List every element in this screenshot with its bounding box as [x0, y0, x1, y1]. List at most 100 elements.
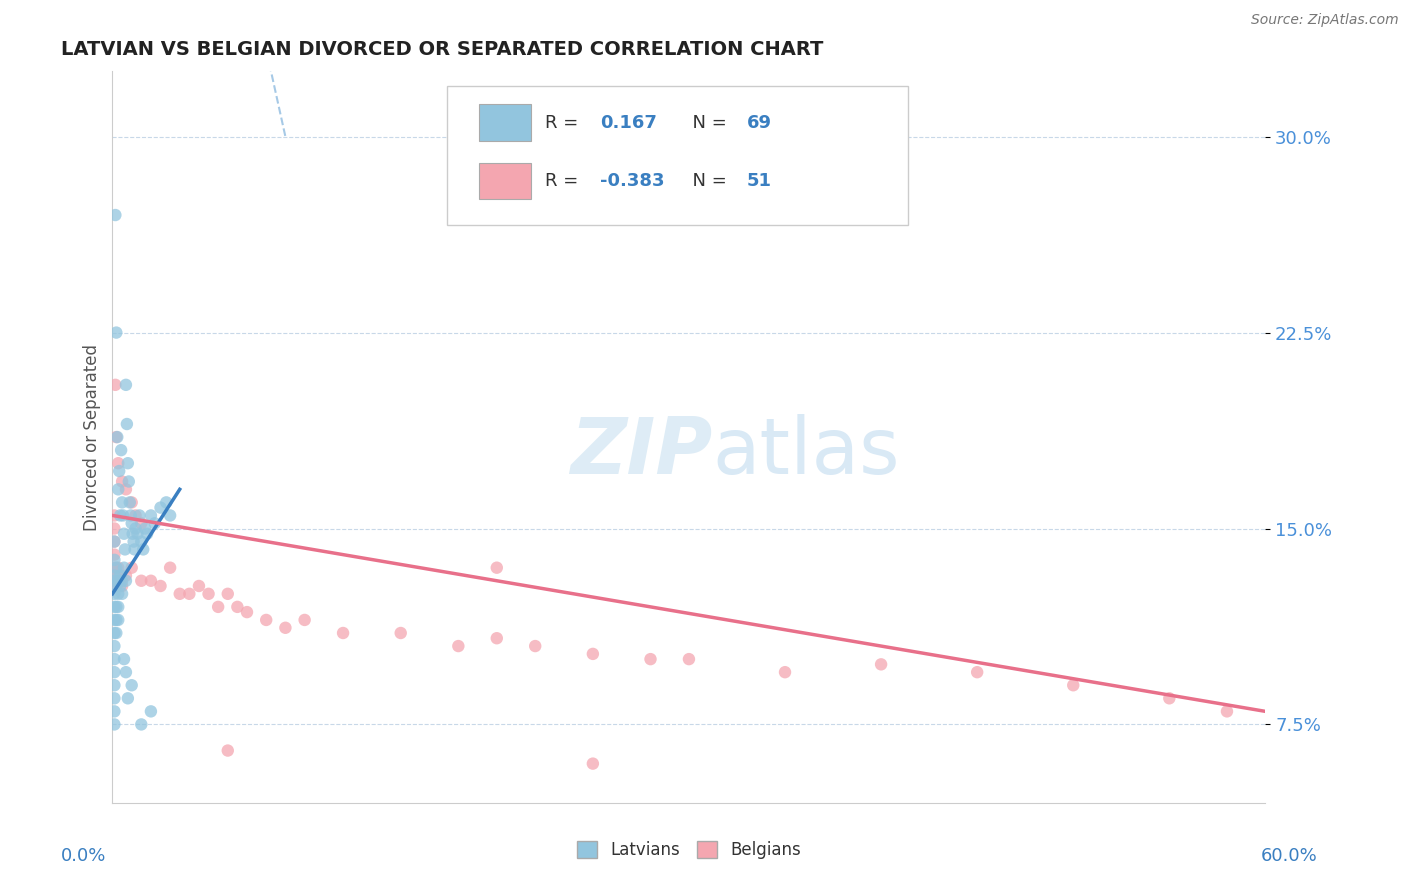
Text: ZIP: ZIP [569, 414, 711, 490]
Point [127, 526, 149, 541]
Point [139, 508, 162, 523]
Point [115, 377, 138, 392]
Point [294, 613, 316, 627]
Point [129, 534, 153, 549]
Point [129, 574, 153, 588]
Point [129, 717, 153, 731]
Point [108, 574, 131, 588]
Point [103, 521, 125, 535]
Point [124, 542, 146, 557]
Point [773, 665, 796, 680]
Point [524, 639, 547, 653]
Text: R =: R = [546, 113, 583, 131]
Text: LATVIAN VS BELGIAN DIVORCED OR SEPARATED CORRELATION CHART: LATVIAN VS BELGIAN DIVORCED OR SEPARATED… [60, 39, 823, 59]
Text: Source: ZipAtlas.com: Source: ZipAtlas.com [1251, 13, 1399, 28]
Point [111, 579, 134, 593]
Point [117, 456, 139, 470]
Point [139, 705, 162, 719]
Point [640, 652, 662, 666]
Point [103, 613, 125, 627]
Point [124, 508, 146, 523]
Point [103, 652, 125, 666]
Point [274, 621, 297, 635]
Text: N =: N = [681, 113, 733, 131]
Point [104, 377, 127, 392]
Point [105, 326, 128, 340]
Point [104, 208, 127, 222]
Point [149, 579, 172, 593]
Point [111, 574, 134, 588]
Point [124, 521, 146, 535]
Point [1062, 678, 1084, 692]
Point [1216, 705, 1239, 719]
Point [128, 508, 150, 523]
Text: 51: 51 [747, 172, 772, 190]
Point [139, 574, 162, 588]
Point [103, 534, 125, 549]
Point [389, 626, 412, 640]
Point [132, 542, 155, 557]
Point [104, 568, 127, 582]
Point [107, 483, 129, 497]
Point [179, 587, 201, 601]
Point [582, 756, 605, 771]
Point [966, 665, 988, 680]
Text: 0.0%: 0.0% [60, 847, 105, 864]
Point [103, 574, 125, 588]
Point [115, 568, 138, 582]
Point [103, 508, 125, 523]
Point [226, 599, 249, 614]
Point [120, 508, 142, 523]
Text: N =: N = [681, 172, 733, 190]
Point [155, 495, 177, 509]
Point [217, 587, 239, 601]
Point [236, 605, 259, 619]
Point [143, 516, 166, 531]
Point [103, 587, 125, 601]
Point [103, 639, 125, 653]
Point [112, 652, 135, 666]
Point [105, 579, 128, 593]
Point [111, 475, 134, 489]
Point [197, 587, 219, 601]
Point [134, 521, 156, 535]
Point [121, 516, 143, 531]
Point [103, 705, 125, 719]
Point [103, 665, 125, 680]
Point [103, 560, 125, 574]
Point [103, 534, 125, 549]
Point [103, 691, 125, 706]
Point [136, 526, 159, 541]
Point [105, 430, 128, 444]
Point [870, 657, 893, 672]
Point [217, 743, 239, 757]
Legend: Latvians, Belgians: Latvians, Belgians [568, 833, 810, 868]
Point [112, 560, 135, 574]
Point [114, 542, 136, 557]
Point [159, 508, 181, 523]
Point [254, 613, 277, 627]
Text: 0.167: 0.167 [600, 113, 657, 131]
Point [105, 626, 128, 640]
Point [159, 560, 181, 574]
Point [103, 553, 125, 567]
Point [207, 599, 229, 614]
Point [105, 430, 128, 444]
Point [111, 587, 134, 601]
Point [582, 647, 605, 661]
Point [108, 579, 131, 593]
Point [107, 574, 129, 588]
Point [107, 560, 129, 574]
Text: 69: 69 [747, 113, 772, 131]
Point [105, 579, 128, 593]
Point [103, 717, 125, 731]
Text: -0.383: -0.383 [600, 172, 665, 190]
Point [103, 574, 125, 588]
Point [149, 500, 172, 515]
Point [112, 526, 135, 541]
Point [103, 678, 125, 692]
Text: atlas: atlas [711, 414, 900, 490]
Point [108, 464, 131, 478]
Point [107, 599, 129, 614]
Point [1159, 691, 1181, 706]
